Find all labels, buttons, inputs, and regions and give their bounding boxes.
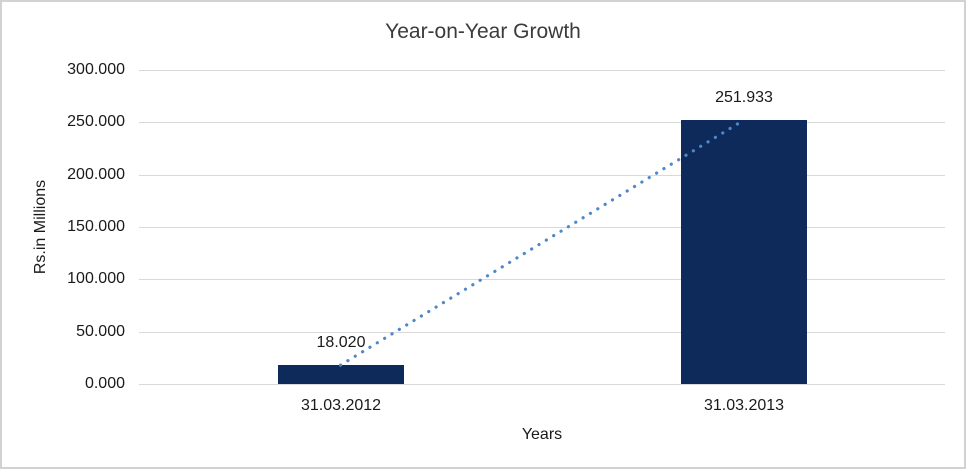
y-tick-label: 200.000 xyxy=(67,166,125,183)
gridline xyxy=(139,122,945,123)
y-tick-label: 300.000 xyxy=(67,61,125,78)
y-tick-label: 150.000 xyxy=(67,218,125,235)
y-tick-label: 50.000 xyxy=(76,323,125,340)
x-category-label: 31.03.2012 xyxy=(300,397,382,414)
x-axis-title: Years xyxy=(521,426,563,443)
chart-title: Year-on-Year Growth xyxy=(385,20,581,43)
bar xyxy=(278,365,404,384)
gridline xyxy=(139,384,945,385)
y-axis-title: Rs.in Millions xyxy=(32,179,49,275)
bar-value-label: 251.933 xyxy=(715,89,773,106)
gridline xyxy=(139,70,945,71)
y-tick-label: 0.000 xyxy=(84,375,125,392)
gridline xyxy=(139,332,945,333)
y-tick-label: 100.000 xyxy=(67,270,125,287)
bar xyxy=(681,120,807,384)
gridline xyxy=(139,175,945,176)
x-category-label: 31.03.2013 xyxy=(703,397,785,414)
gridline xyxy=(139,279,945,280)
y-tick-label: 250.000 xyxy=(67,113,125,130)
gridline xyxy=(139,227,945,228)
bar-value-label: 18.020 xyxy=(316,334,366,351)
